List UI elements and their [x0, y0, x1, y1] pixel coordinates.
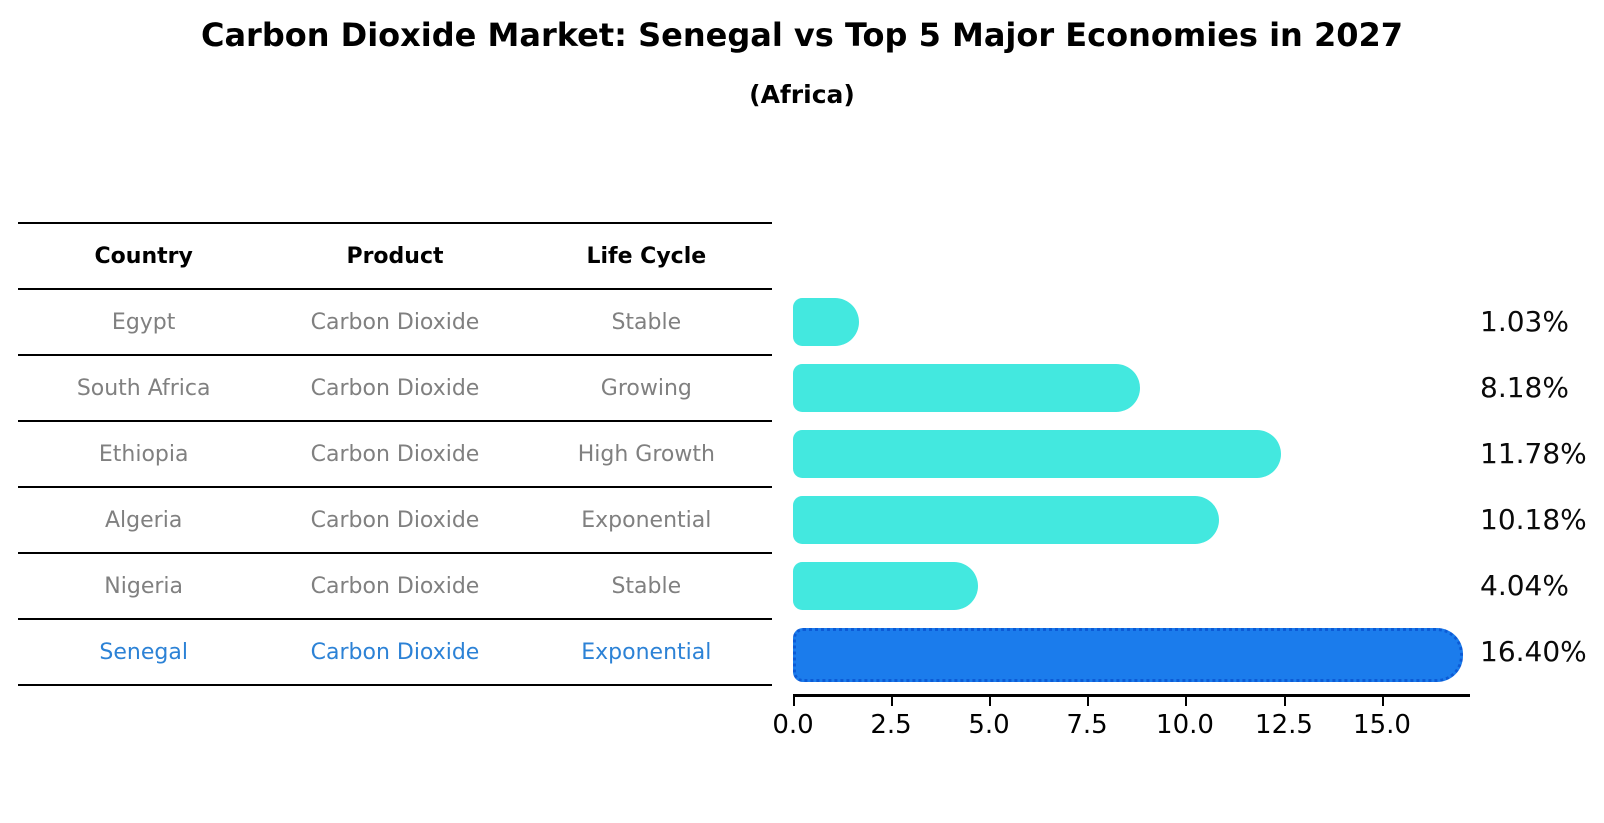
value-label-nigeria: 4.04%: [1480, 569, 1569, 602]
value-label-algeria: 10.18%: [1480, 503, 1587, 536]
cell-product: Carbon Dioxide: [310, 573, 480, 599]
x-tick-label: 12.5: [1255, 710, 1313, 740]
cell-life-cycle: Stable: [611, 573, 682, 599]
x-tick-mark: [891, 697, 893, 706]
table-header-row: Country Product Life Cycle: [18, 224, 772, 290]
cell-life-cycle: Growing: [600, 375, 692, 401]
cell-product: Carbon Dioxide: [310, 375, 480, 401]
value-label-senegal: 16.40%: [1480, 635, 1587, 668]
bar-algeria: [793, 496, 1219, 544]
header-cell-life-cycle: Life Cycle: [586, 243, 707, 269]
table-row-senegal: Senegal Carbon Dioxide Exponential: [18, 620, 772, 686]
header-cell-product: Product: [346, 243, 444, 269]
cell-product: Carbon Dioxide: [310, 309, 480, 335]
x-tick-mark: [989, 697, 991, 706]
x-tick-label: 10.0: [1156, 710, 1214, 740]
cell-life-cycle: Stable: [611, 309, 682, 335]
x-tick-label: 5.0: [968, 710, 1010, 740]
cell-country: Senegal: [99, 639, 188, 665]
cell-product: Carbon Dioxide: [310, 441, 480, 467]
table-row-ethiopia: Ethiopia Carbon Dioxide High Growth: [18, 422, 772, 488]
x-tick-mark: [1185, 697, 1187, 706]
cell-country: Ethiopia: [98, 441, 189, 467]
x-tick-label: 15.0: [1353, 710, 1411, 740]
cell-country: Algeria: [105, 507, 183, 533]
chart-title: Carbon Dioxide Market: Senegal vs Top 5 …: [200, 16, 1404, 54]
plot-area: [793, 288, 1469, 686]
x-tick-label: 0.0: [772, 710, 814, 740]
cell-country: Egypt: [111, 309, 176, 335]
x-tick-mark: [1284, 697, 1286, 706]
x-tick-label: 2.5: [870, 710, 912, 740]
table-row-egypt: Egypt Carbon Dioxide Stable: [18, 290, 772, 356]
cell-country: Nigeria: [104, 573, 184, 599]
table-row-south-africa: South Africa Carbon Dioxide Growing: [18, 356, 772, 422]
table-row-nigeria: Nigeria Carbon Dioxide Stable: [18, 554, 772, 620]
bar-south-africa: [793, 364, 1140, 412]
bar-senegal: [793, 628, 1463, 682]
header-cell-country: Country: [94, 243, 193, 269]
table-row-algeria: Algeria Carbon Dioxide Exponential: [18, 488, 772, 554]
bar-nigeria: [793, 562, 978, 610]
x-tick-mark: [1382, 697, 1384, 706]
cell-life-cycle: Exponential: [581, 639, 712, 665]
cell-product: Carbon Dioxide: [310, 639, 480, 665]
x-axis-line: [793, 694, 1470, 697]
bar-ethiopia: [793, 430, 1281, 478]
comparison-table: Country Product Life Cycle Egypt Carbon …: [18, 222, 772, 686]
cell-product: Carbon Dioxide: [310, 507, 480, 533]
x-tick-label: 7.5: [1066, 710, 1108, 740]
cell-life-cycle: High Growth: [577, 441, 715, 467]
x-tick-mark: [793, 697, 795, 706]
value-label-egypt: 1.03%: [1480, 305, 1569, 338]
cell-life-cycle: Exponential: [581, 507, 712, 533]
chart-subtitle: (Africa): [749, 80, 855, 109]
x-tick-mark: [1087, 697, 1089, 706]
bar-egypt: [793, 298, 859, 346]
cell-country: South Africa: [76, 375, 211, 401]
value-label-ethiopia: 11.78%: [1480, 437, 1587, 470]
value-label-south-africa: 8.18%: [1480, 371, 1569, 404]
